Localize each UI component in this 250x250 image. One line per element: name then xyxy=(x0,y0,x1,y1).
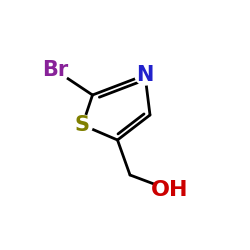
Text: OH: OH xyxy=(151,180,189,200)
Text: Br: Br xyxy=(42,60,68,80)
Circle shape xyxy=(135,65,155,85)
Circle shape xyxy=(156,176,184,204)
Circle shape xyxy=(72,115,92,135)
Text: S: S xyxy=(75,115,90,135)
Circle shape xyxy=(41,56,69,84)
Text: N: N xyxy=(136,65,154,85)
